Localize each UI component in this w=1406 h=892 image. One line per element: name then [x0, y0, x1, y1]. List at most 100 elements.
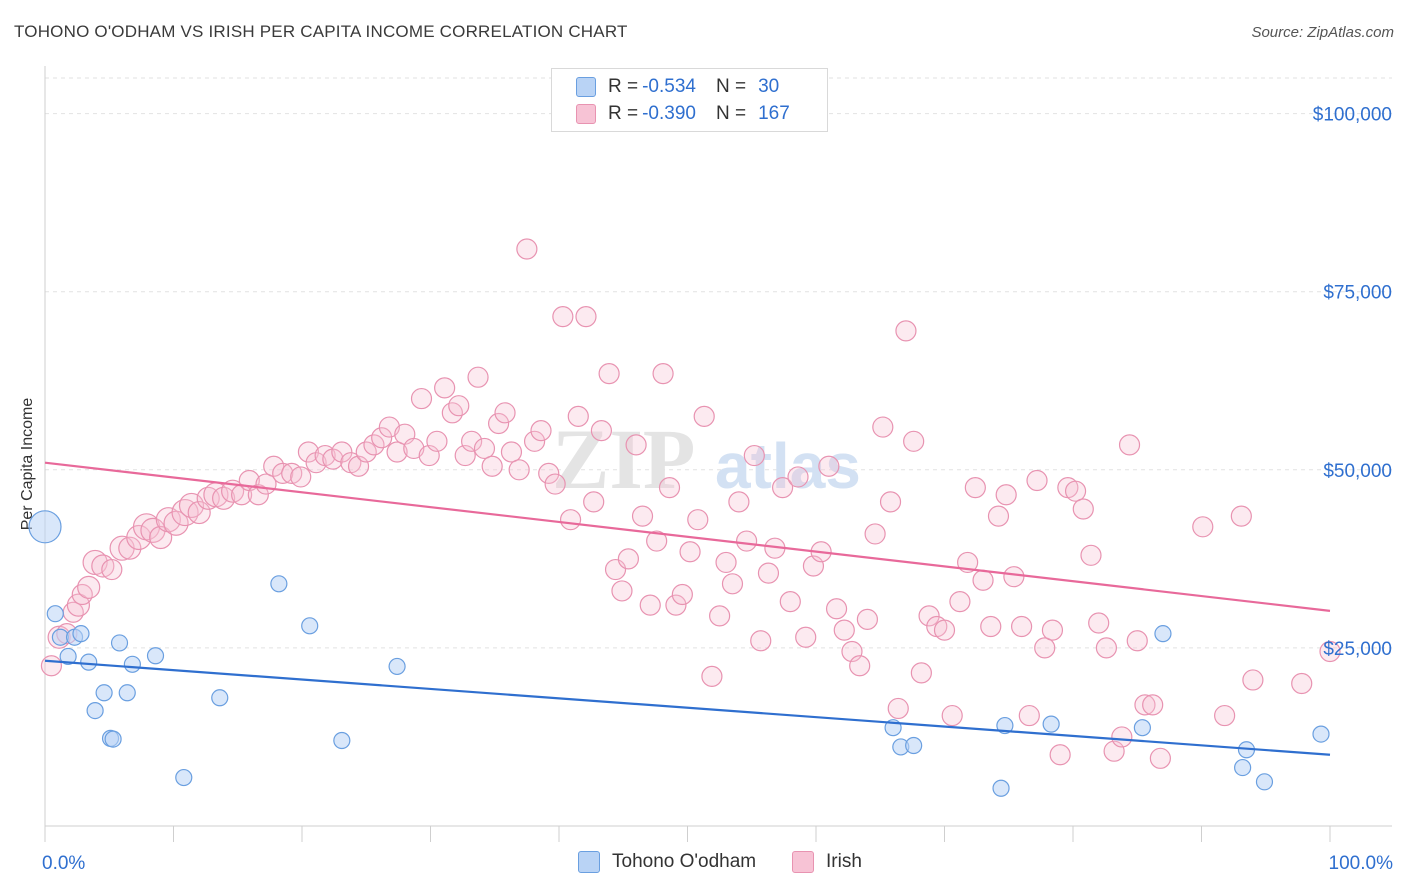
irish-point [481, 455, 503, 477]
irish-point [941, 704, 963, 727]
irish-point [1192, 516, 1214, 538]
tohono-point [28, 510, 62, 544]
irish-point [631, 505, 654, 527]
tohono-point [1312, 725, 1330, 743]
irish-point [1003, 566, 1025, 588]
irish-point [964, 477, 986, 499]
irish-point [743, 444, 765, 467]
legend-n-label: N = [715, 76, 747, 97]
irish-points [40, 238, 1341, 769]
irish-point [163, 510, 189, 536]
irish-point [1041, 619, 1064, 641]
irish-point [665, 594, 687, 616]
irish-point [918, 605, 940, 627]
watermark-zip: ZIP [552, 411, 695, 507]
irish-point [1010, 615, 1033, 638]
irish-point [530, 420, 552, 442]
x-tick-label: 100.0% [1329, 853, 1394, 874]
irish-point [652, 363, 674, 385]
irish-point [825, 598, 848, 620]
irish-point [171, 498, 199, 527]
tick-labels: $25,000 $50,000 $75,000 $100,000 0.0% 100.0% [42, 105, 1393, 874]
irish-point [818, 455, 840, 477]
irish-point [77, 575, 101, 599]
tohono-point [95, 684, 113, 702]
tohono-point [992, 779, 1010, 797]
irish-point [864, 523, 886, 545]
irish-point [771, 477, 794, 499]
irish-point [856, 608, 879, 631]
irish-point [1149, 747, 1171, 769]
legend-item-irish: Irish [792, 851, 862, 873]
tohono-point [104, 730, 122, 748]
irish-point [933, 619, 956, 641]
tohono-point [123, 655, 141, 673]
irish-point [1319, 640, 1341, 663]
tohono-point [59, 647, 77, 666]
irish-point [625, 434, 647, 456]
irish-point [272, 462, 294, 484]
tohono-point [301, 617, 319, 635]
irish-point [66, 593, 91, 617]
irish-point [728, 491, 750, 513]
irish-point [523, 430, 546, 452]
irish-point [40, 655, 63, 677]
irish-point [516, 238, 538, 260]
tohono-point [270, 575, 288, 593]
legend-n-value: 30 [758, 76, 780, 97]
irish-point [583, 491, 605, 513]
irish-point [679, 541, 701, 563]
tohono-point [905, 736, 923, 755]
legend-r-label: R = [608, 76, 639, 97]
irish-point [639, 594, 661, 616]
irish-point [795, 626, 817, 648]
irish-point [709, 605, 731, 627]
irish-point [1134, 694, 1156, 716]
irish-point [598, 363, 620, 385]
irish-point [538, 462, 560, 484]
irish-point [187, 500, 211, 525]
irish-point [500, 441, 523, 463]
irish-point [1080, 544, 1102, 566]
irish-point [434, 377, 456, 399]
irish-point [1049, 744, 1071, 766]
irish-point [687, 509, 709, 531]
irish-point [488, 412, 510, 435]
irish-point [872, 416, 894, 438]
legend-swatch-pink [792, 851, 814, 873]
legend-r-value: -0.534 [642, 76, 696, 97]
tohono-point [1154, 625, 1172, 643]
irish-point [736, 530, 758, 552]
irish-point [787, 466, 809, 488]
tohono-point [996, 716, 1014, 735]
irish-point [552, 306, 574, 328]
irish-point [1230, 505, 1252, 527]
tohono-trend-line [44, 659, 1331, 756]
tohono-point [86, 701, 104, 720]
source-credit: Source: ZipAtlas.com [1251, 24, 1394, 41]
irish-point [590, 420, 613, 442]
irish-point [331, 441, 353, 463]
irish-point [410, 387, 433, 410]
irish-point [849, 655, 871, 677]
tohono-point [1234, 758, 1252, 777]
tohono-point [388, 657, 406, 676]
y-tick-label: $25,000 [1323, 639, 1392, 660]
irish-point [693, 405, 715, 427]
chart-title: TOHONO O'ODHAM VS IRISH PER CAPITA INCOM… [14, 22, 628, 41]
irish-point [1242, 669, 1264, 691]
tohono-point [46, 605, 64, 623]
irish-point [454, 444, 476, 467]
irish-point [567, 405, 589, 427]
tohono-point [211, 689, 229, 707]
tohono-point [110, 634, 129, 652]
legend-row-irish: R = -0.390 N = 167 [576, 102, 790, 126]
legend-swatch-blue [578, 851, 600, 873]
legend-n-label: N = [715, 103, 747, 124]
irish-point [1111, 726, 1133, 748]
legend-r-label: R = [608, 103, 639, 124]
irish-point [508, 459, 530, 481]
irish-point [715, 551, 737, 574]
tohono-point [146, 647, 165, 665]
